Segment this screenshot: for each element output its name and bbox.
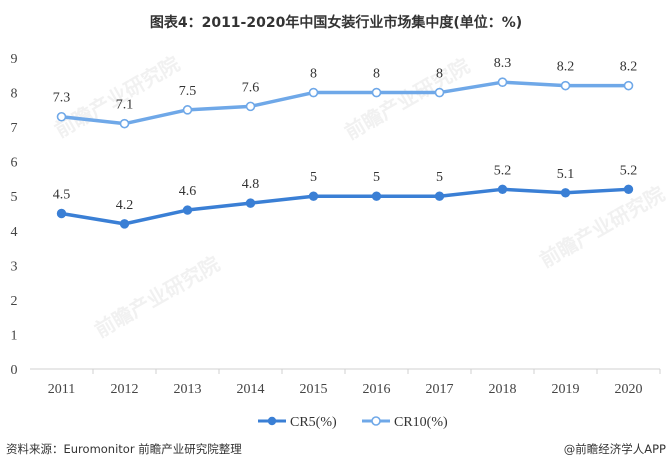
legend[interactable]: CR5(%) CR10(%) [258,415,448,430]
watermark-text: 前瞻产业研究院 [91,252,224,343]
x-tick-label: 2012 [111,382,139,397]
data-point[interactable] [245,198,256,208]
x-tick-label: 2018 [489,382,517,397]
y-tick-label: 1 [11,328,18,343]
y-tick-label: 2 [11,294,18,309]
legend-item-cr10[interactable]: CR10(%) [362,415,448,430]
data-point[interactable] [434,191,445,201]
legend-marker [267,416,277,426]
x-tick-label: 2011 [48,382,75,397]
data-point[interactable] [497,184,508,195]
series-cr5: 4.5 4.2 4.6 4.8 5 5 5 5.2 5.1 5.2 [53,163,638,229]
x-axis: 2011 2012 2013 2014 2015 2016 2017 2018 2019 2020 [48,369,661,397]
data-point[interactable] [308,191,319,201]
y-tick-label: 4 [11,225,18,240]
source-note: 资料来源：Euromonitor 前瞻产业研究院整理 [6,442,242,456]
data-label: 5 [436,170,443,185]
legend-marker [371,416,381,426]
x-tick-label: 2020 [615,382,643,397]
data-label: 7.6 [242,80,260,95]
data-point[interactable] [623,80,634,91]
y-axis: 0 1 2 3 4 5 6 7 8 9 [11,52,18,378]
y-tick-label: 7 [11,121,18,136]
data-point[interactable] [434,87,445,98]
data-label: 8.3 [494,56,512,71]
data-point[interactable] [182,105,193,115]
data-label: 4.6 [179,184,197,199]
chart-title: 图表4：2011-2020年中国女装行业市场集中度(单位：%) [150,14,522,31]
data-label: 5.1 [557,167,575,182]
x-tick-label: 2015 [300,382,328,397]
legend-item-cr5[interactable]: CR5(%) [258,415,337,430]
legend-label: CR10(%) [394,415,448,430]
x-tick-label: 2019 [552,382,580,397]
data-label: 4.8 [242,177,260,192]
data-label: 5.2 [494,163,512,178]
data-label: 8 [436,67,443,82]
data-label: 7.1 [116,98,134,113]
data-point[interactable] [182,205,193,215]
y-tick-label: 0 [11,363,18,378]
y-tick-label: 5 [11,190,18,205]
data-label: 5 [373,170,380,185]
watermark-text: 前瞻产业研究院 [536,182,669,273]
y-tick-label: 8 [11,87,18,102]
x-tick-label: 2013 [174,382,202,397]
x-tick-label: 2016 [363,382,391,397]
y-tick-label: 9 [11,52,18,67]
data-label: 8 [373,67,380,82]
x-tick-label: 2017 [426,382,454,397]
data-label: 8.2 [557,60,575,75]
data-point[interactable] [245,101,256,112]
y-tick-label: 6 [11,156,18,171]
watermark-text: 前瞻产业研究院 [341,54,474,145]
data-point[interactable] [560,188,571,198]
data-label: 5.2 [620,163,638,178]
legend-label: CR5(%) [290,415,337,430]
data-label: 4.2 [116,198,134,213]
data-point[interactable] [119,219,130,229]
data-point[interactable] [497,77,508,87]
data-label: 8 [310,67,317,82]
data-label: 5 [310,170,317,185]
data-point[interactable] [371,87,382,98]
y-tick-label: 3 [11,259,18,274]
data-point[interactable] [119,118,130,129]
data-point[interactable] [56,208,67,219]
series-line [59,80,631,126]
data-label: 7.3 [53,91,71,106]
data-point[interactable] [623,184,634,195]
data-label: 8.2 [620,60,638,75]
data-label: 4.5 [53,188,71,203]
x-tick-label: 2014 [237,382,265,397]
data-point[interactable] [308,87,319,98]
series-cr10: 7.3 7.1 7.5 7.6 8 8 8 8.3 8.2 8.2 [53,56,638,129]
data-label: 7.5 [179,84,197,99]
series-line [59,187,631,226]
brand-label: @前瞻经济学人APP [564,442,666,456]
series-layer: 4.5 4.2 4.6 4.8 5 5 5 5.2 5.1 5.2 7.3 7.1 7.5 7.6 8 8 8 8… [53,56,638,229]
data-point[interactable] [56,111,67,122]
data-point[interactable] [560,80,571,91]
data-point[interactable] [371,191,382,201]
